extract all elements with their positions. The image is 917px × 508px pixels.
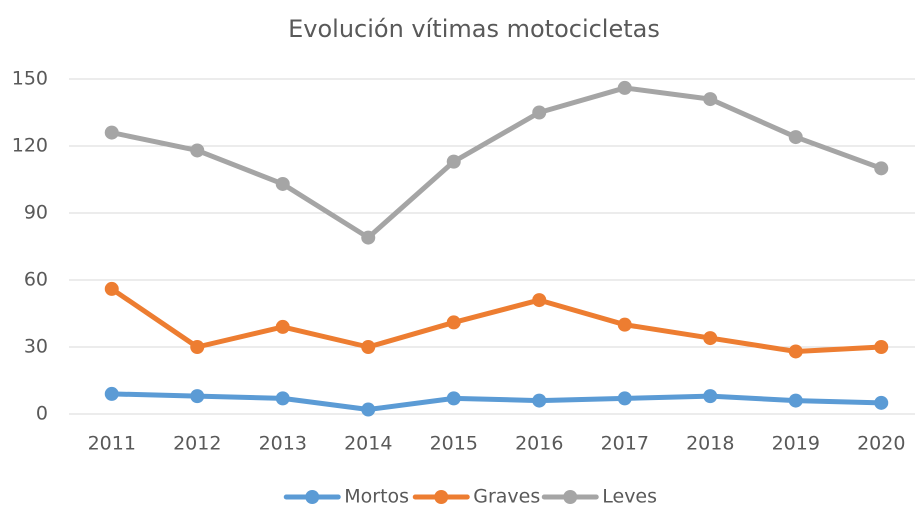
legend-label: Leves (602, 486, 657, 508)
data-point (190, 389, 205, 404)
data-point (361, 230, 376, 245)
data-point (874, 395, 889, 410)
data-point (532, 393, 547, 408)
data-point (361, 402, 376, 417)
data-point (788, 130, 803, 145)
y-tick-label: 0 (36, 403, 48, 425)
data-point (703, 389, 718, 404)
x-tick-label: 2015 (430, 433, 478, 455)
data-point (532, 105, 547, 120)
data-point (446, 315, 461, 330)
data-point (788, 393, 803, 408)
x-tick-label: 2017 (601, 433, 649, 455)
legend-marker (434, 490, 449, 504)
data-point (874, 340, 889, 354)
y-tick-label: 120 (12, 135, 48, 157)
y-tick-label: 90 (24, 202, 48, 224)
data-point (361, 340, 376, 354)
legend-marker (563, 490, 578, 504)
data-point (703, 331, 718, 346)
data-point (104, 125, 119, 140)
y-tick-label: 60 (24, 269, 48, 291)
data-point (617, 317, 632, 332)
data-point (703, 92, 718, 107)
legend-marker (305, 490, 320, 504)
x-tick-label: 2012 (173, 433, 221, 455)
data-point (104, 386, 119, 401)
x-tick-label: 2014 (344, 433, 392, 455)
y-tick-label: 30 (24, 336, 48, 358)
data-point (275, 176, 290, 191)
x-tick-label: 2020 (857, 433, 905, 455)
chart-title: Evolución vítimas motocicletas (288, 15, 660, 43)
legend-label: Graves (473, 486, 540, 508)
x-tick-label: 2019 (772, 433, 820, 455)
data-point (275, 391, 290, 406)
x-tick-label: 2013 (259, 433, 307, 455)
series-line (109, 85, 884, 241)
data-point (190, 340, 205, 354)
data-point (874, 161, 889, 176)
data-point (275, 319, 290, 334)
data-point (532, 293, 547, 308)
y-tick-label: 150 (12, 68, 48, 90)
data-point (190, 143, 205, 158)
x-tick-label: 2018 (686, 433, 734, 455)
series-line (109, 391, 884, 413)
data-point (446, 391, 461, 406)
series-line (109, 286, 884, 354)
data-point (788, 344, 803, 359)
x-tick-label: 2016 (515, 433, 563, 455)
legend-label: Mortos (344, 486, 409, 508)
x-tick-label: 2011 (88, 433, 136, 455)
data-point (446, 154, 461, 169)
data-point (617, 80, 632, 95)
data-point (104, 281, 119, 296)
data-point (617, 391, 632, 406)
